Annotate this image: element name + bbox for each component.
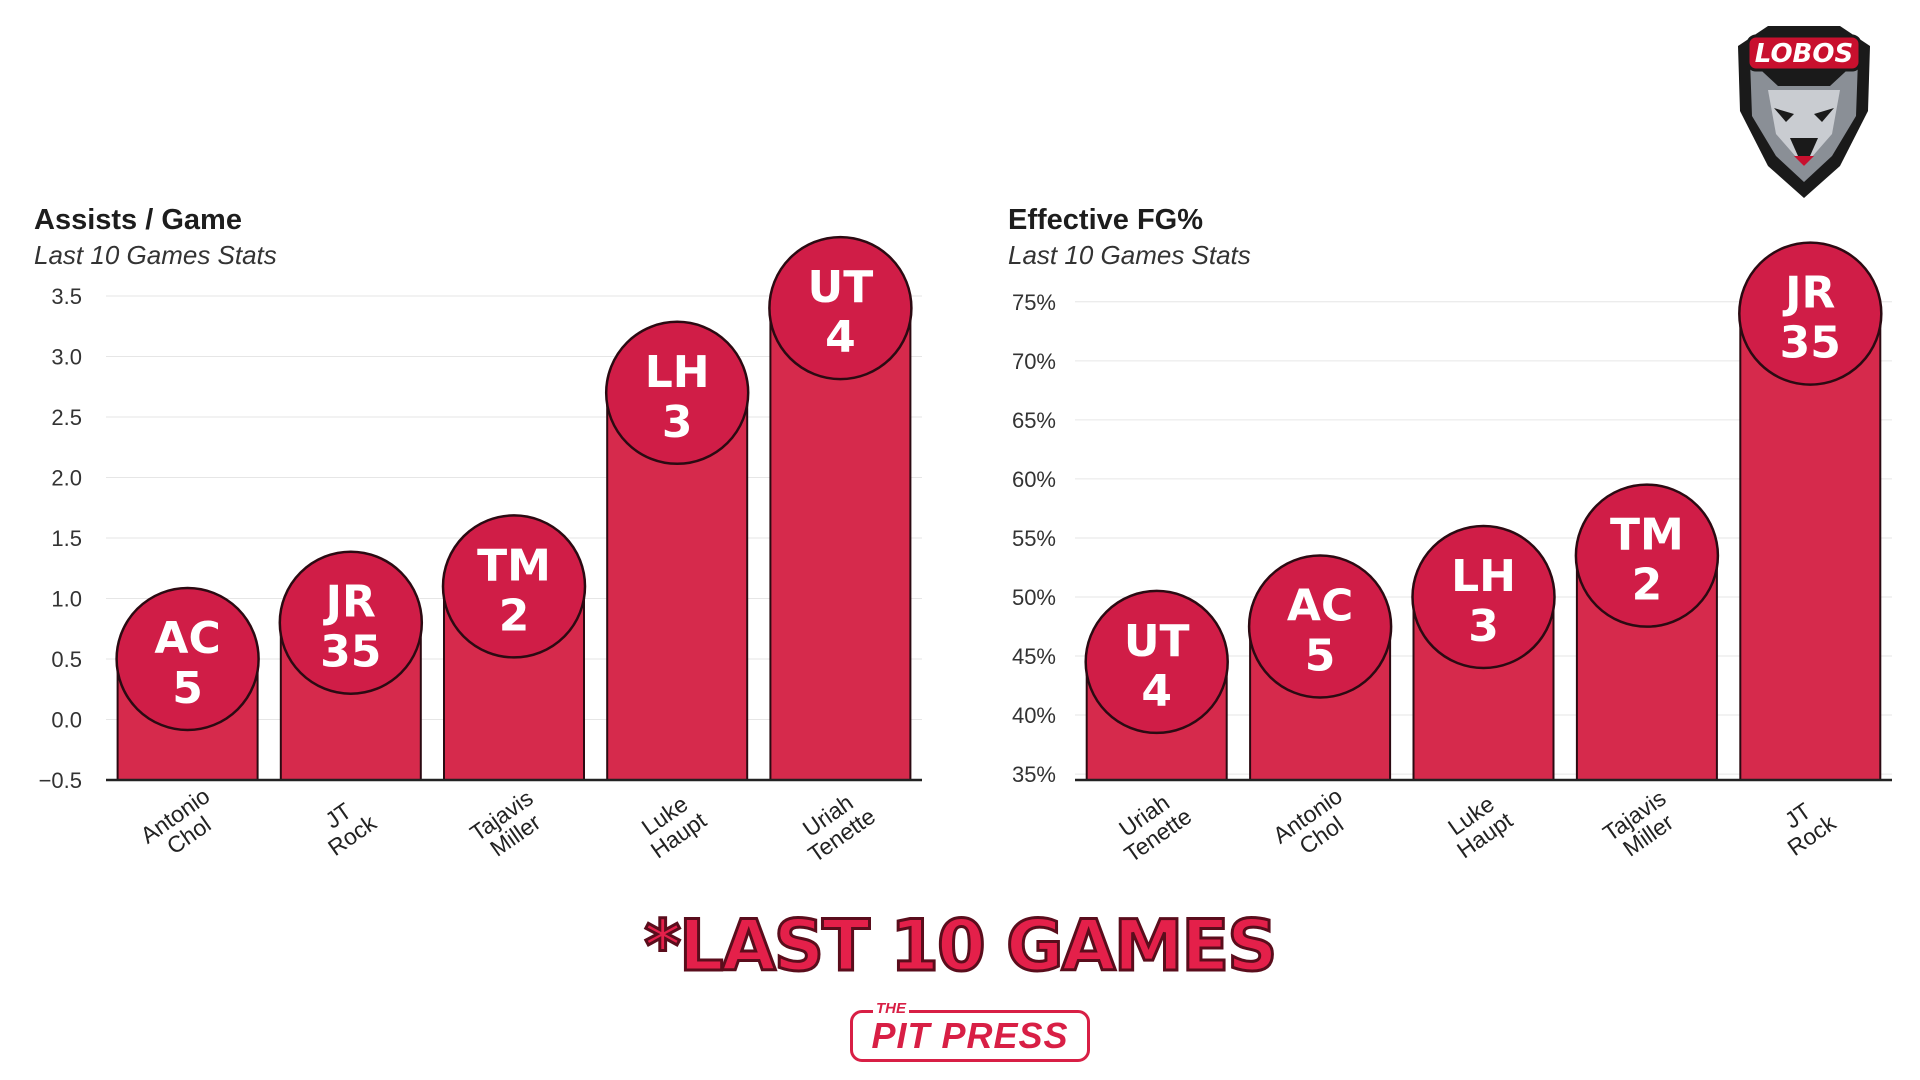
efg-player-badge (1084, 589, 1229, 735)
assists-chart: −0.5 0.0 0.5 1.0 1.5 2.0 2.5 3.0 3.5 AC5 AntonioCh… (39, 235, 922, 868)
efg-x-tick-label: UriahTenette (1106, 783, 1196, 867)
lobo-wolf-icon: LOBOS (1738, 26, 1870, 198)
assists-badge-initials: AC (154, 613, 220, 664)
assists-badge-number: 5 (172, 663, 203, 714)
efg-player-badge (1411, 524, 1556, 670)
assists-y-tick-label: 2.5 (51, 405, 82, 430)
last-ten-games-footnote: *LAST 10 GAMES (643, 904, 1279, 989)
assists-y-tick-label: 3.5 (51, 284, 82, 309)
efg-badge-number: 2 (1632, 560, 1663, 611)
efg-x-tick-label: AntonioChol (1268, 782, 1361, 868)
assists-player-badge (768, 235, 913, 381)
assists-y-tick-label: 0.0 (51, 708, 82, 733)
assists-badge-initials: UT (808, 262, 874, 313)
assists-y-tick-label: 1.5 (51, 526, 82, 551)
efg-badge-number: 5 (1305, 631, 1336, 682)
assists-badge-initials: LH (645, 347, 710, 398)
efg-y-tick-label: 75% (1012, 290, 1056, 315)
assists-x-tick-label: UriahTenette (789, 783, 879, 867)
efg-badge-initials: UT (1124, 616, 1190, 667)
assists-badge-initials: TM (477, 540, 551, 591)
efg-x-tick-label: JTRock (1769, 789, 1841, 860)
pit-press-logo: THE PIT PRESS (850, 1001, 1090, 1062)
efg-y-tick-label: 55% (1012, 526, 1056, 551)
efg-y-tick-label: 50% (1012, 585, 1056, 610)
efg-chart-title: Effective FG% (1008, 204, 1203, 236)
efg-x-tick-label: TajavisMiller (1598, 785, 1684, 866)
efg-badge-number: 3 (1468, 601, 1499, 652)
efg-badge-initials: TM (1610, 510, 1684, 561)
pit-press-logo-small: THE (873, 1001, 909, 1017)
assists-chart-title: Assists / Game (34, 204, 242, 236)
efg-chart: 35% 40% 45% 50% 55% 60% 65% 70% 75% UT4 UriahTenet… (1012, 241, 1892, 868)
efg-x-tick-label: LukeHaupt (1438, 787, 1517, 864)
efg-y-tick-label: 35% (1012, 762, 1056, 787)
efg-y-tick-label: 70% (1012, 349, 1056, 374)
assists-badge-number: 35 (320, 627, 381, 678)
assists-y-tick-label: 2.0 (51, 466, 82, 491)
efg-player-badge (1738, 241, 1883, 386)
assists-x-tick-label: JTRock (309, 789, 381, 860)
assists-badge-number: 2 (499, 590, 530, 641)
assists-badge-initials: JR (323, 577, 376, 628)
efg-badge-initials: AC (1287, 581, 1353, 632)
assists-badge-number: 3 (662, 397, 693, 448)
efg-chart-subtitle: Last 10 Games Stats (1008, 240, 1251, 270)
lobos-logo-text: LOBOS (1755, 39, 1853, 69)
assists-y-tick-label: 1.0 (51, 587, 82, 612)
assists-player-badge (115, 586, 260, 732)
assists-player-badge (604, 320, 750, 466)
assists-chart-subtitle: Last 10 Games Stats (34, 240, 277, 270)
efg-player-badge (1574, 483, 1720, 628)
assists-x-tick-label: LukeHaupt (632, 787, 711, 864)
efg-y-tick-label: 45% (1012, 644, 1056, 669)
assists-bar (769, 307, 912, 781)
assists-player-badge (278, 550, 424, 695)
efg-badge-initials: LH (1451, 551, 1516, 602)
assists-x-tick-label: AntonioChol (136, 782, 229, 868)
efg-y-tick-label: 40% (1012, 703, 1056, 728)
efg-y-tick-label: 60% (1012, 467, 1056, 492)
efg-y-tick-label: 65% (1012, 408, 1056, 433)
pit-press-logo-main: PIT PRESS (871, 1015, 1069, 1056)
assists-y-tick-label: −0.5 (39, 768, 82, 793)
efg-player-badge (1247, 554, 1393, 699)
assists-y-tick-label: 0.5 (51, 647, 82, 672)
efg-badge-initials: JR (1782, 268, 1835, 319)
assists-badge-number: 4 (825, 312, 856, 363)
assists-y-tick-label: 3.0 (51, 345, 82, 370)
assists-x-tick-label: TajavisMiller (465, 785, 551, 866)
efg-badge-number: 35 (1780, 318, 1841, 369)
efg-badge-number: 4 (1141, 666, 1172, 717)
assists-player-badge (441, 514, 587, 659)
